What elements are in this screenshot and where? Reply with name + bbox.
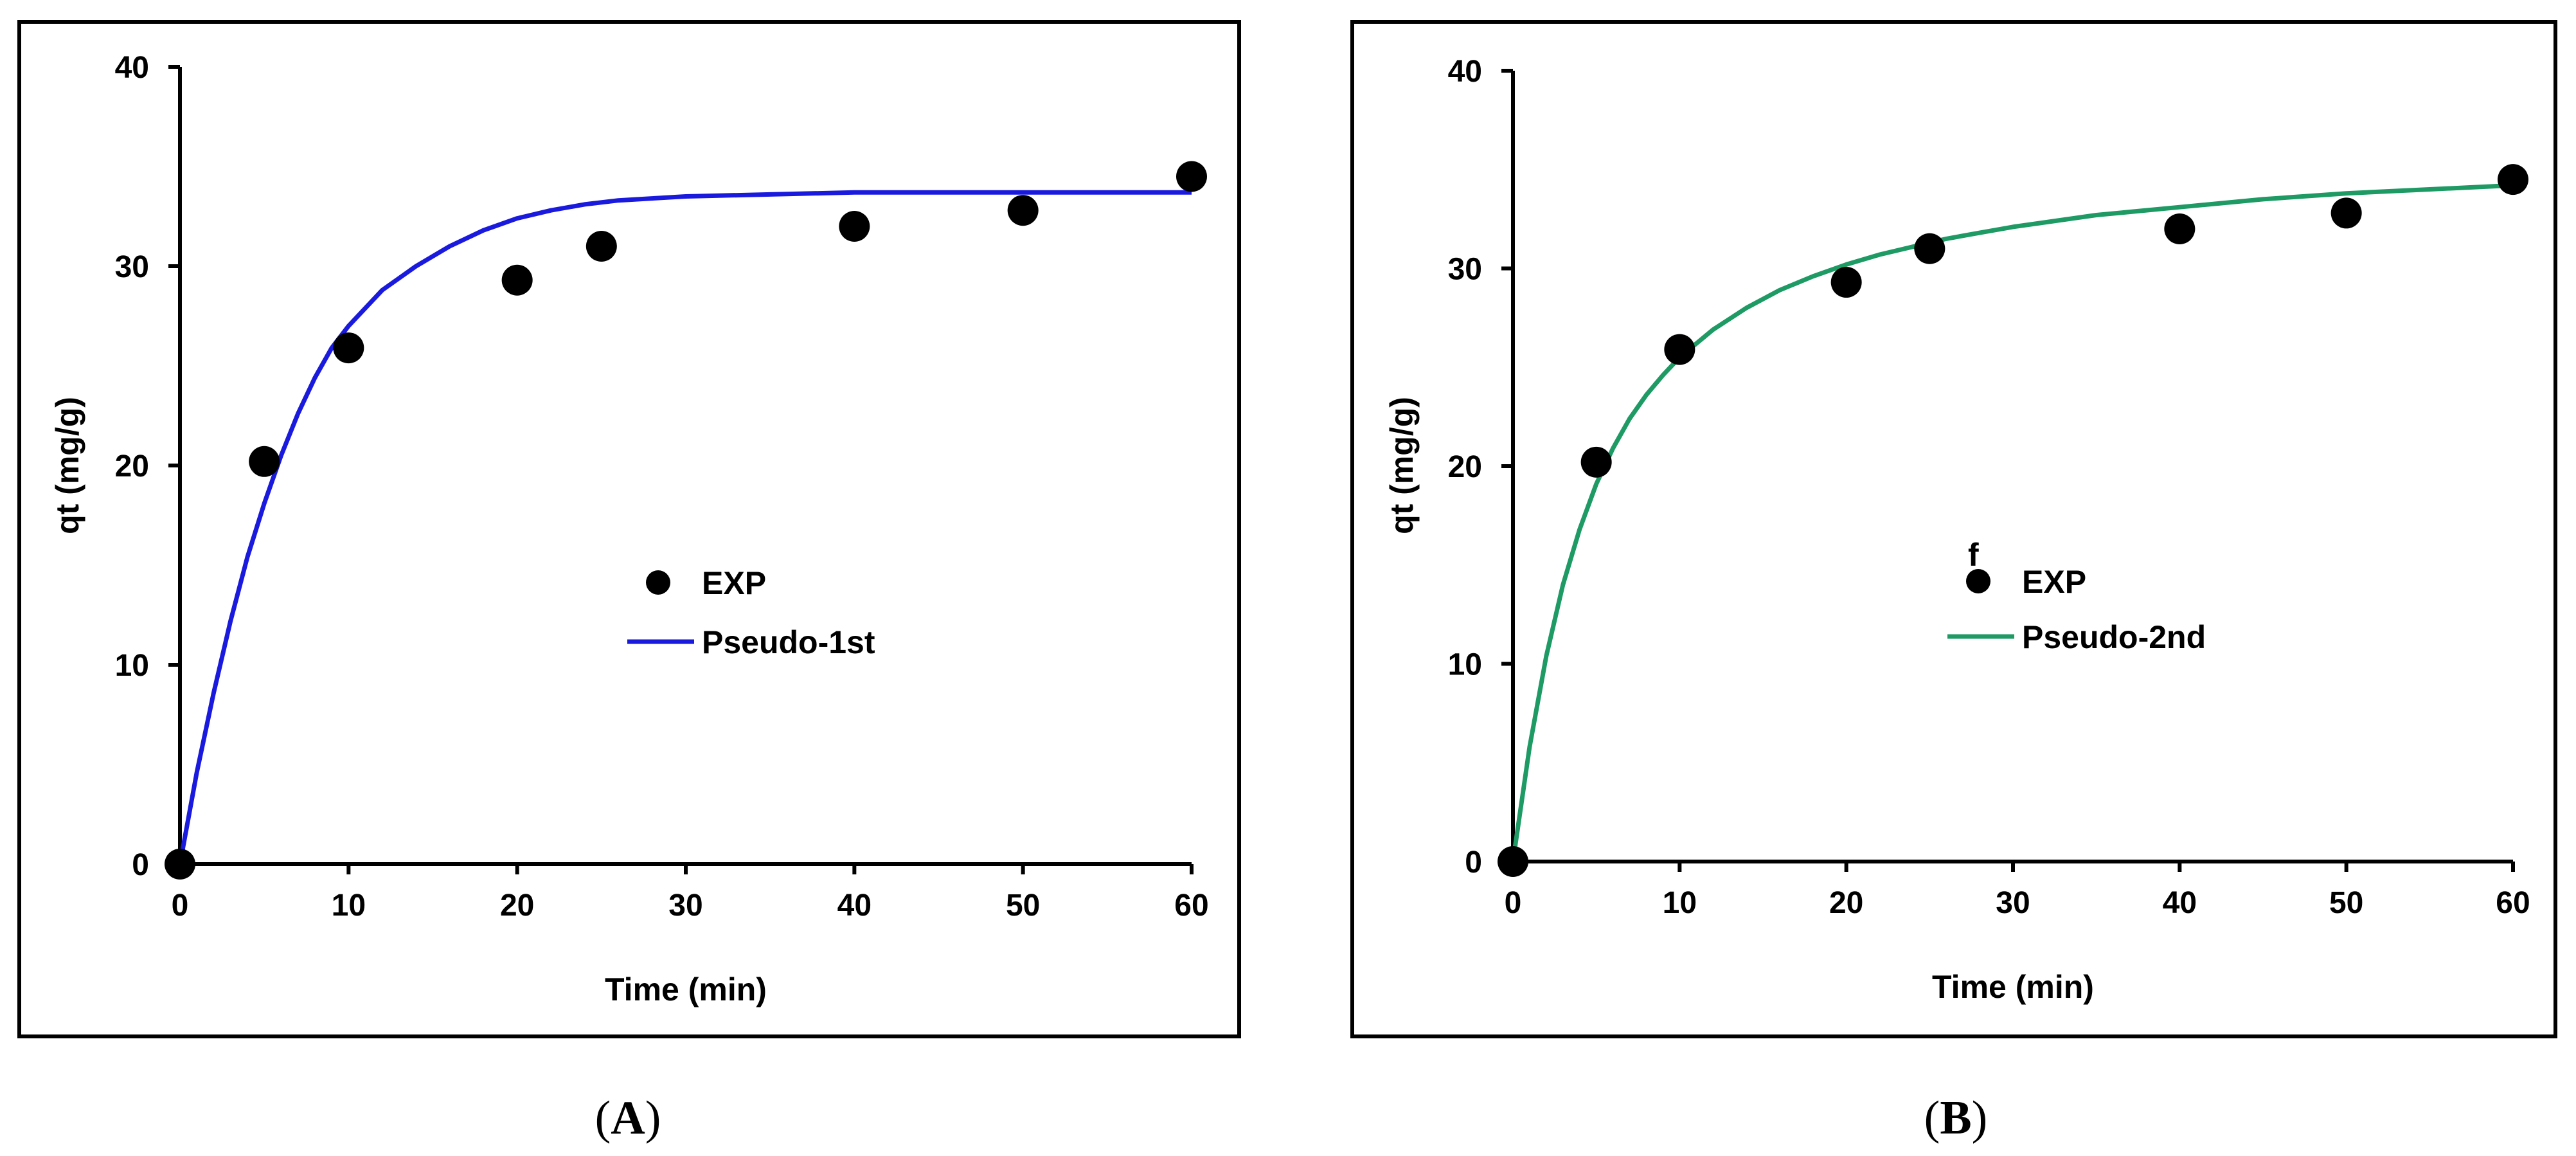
y-tick-label: 0 — [132, 848, 149, 882]
x-tick-label: 60 — [1174, 889, 1208, 923]
y-tick-label: 10 — [1448, 648, 1482, 682]
y-tick-label: 20 — [115, 449, 149, 483]
x-tick-label: 50 — [2329, 886, 2363, 920]
panel-a-legend-exp-marker — [646, 570, 670, 595]
y-tick-label: 10 — [115, 649, 149, 683]
exp-point — [1176, 161, 1207, 192]
exp-point — [2164, 213, 2196, 244]
x-tick-label: 50 — [1006, 889, 1040, 923]
y-tick-label: 40 — [1448, 55, 1482, 89]
y-tick-label: 30 — [115, 250, 149, 284]
panel-a-caption: (A) — [595, 1092, 661, 1144]
panel-a-y-ticks: 0 10 20 30 40 — [115, 51, 180, 882]
panel-b-pseudo-2nd-curve — [1510, 183, 2514, 862]
x-tick-label: 30 — [1996, 886, 2030, 920]
exp-point — [249, 446, 280, 477]
exp-point — [2498, 164, 2528, 195]
panel-b-legend-exp-label: EXP — [2022, 564, 2086, 600]
x-tick-label: 20 — [1829, 886, 1863, 920]
exp-point — [1664, 334, 1695, 365]
panel-b: 0 10 20 30 40 50 60 0 10 20 30 40 Time (min) qt (m… — [1350, 20, 2557, 1144]
panel-a-legend-exp-label: EXP — [702, 565, 766, 601]
panel-b-frame — [1350, 20, 2557, 1038]
x-tick-label: 20 — [500, 889, 534, 923]
x-tick-label: 40 — [837, 889, 872, 923]
x-tick-label: 60 — [2496, 886, 2530, 920]
panel-a-plot: 0 10 20 30 40 50 60 0 10 20 30 40 — [115, 51, 1209, 923]
panel-b-plot: 0 10 20 30 40 50 60 0 10 20 30 40 — [1448, 55, 2530, 920]
panel-b-legend-exp-marker — [1966, 569, 1990, 593]
exp-point — [1914, 233, 1945, 264]
y-tick-label: 40 — [115, 51, 149, 85]
exp-point — [1830, 267, 1862, 298]
panel-a-legend: EXP Pseudo-1st — [627, 565, 875, 660]
x-tick-label: 30 — [668, 889, 702, 923]
panel-a-x-axis-label: Time (min) — [605, 971, 767, 1007]
panel-b-y-axis-label: qt (mg/g) — [1384, 397, 1420, 534]
panel-b-legend-stray-mark: f — [1968, 537, 1979, 573]
panel-b-exp-points — [1498, 164, 2528, 877]
exp-point — [1007, 195, 1039, 226]
exp-point — [1498, 846, 1528, 877]
panel-b-caption-letter: B — [1940, 1092, 1971, 1144]
x-tick-label: 0 — [1505, 886, 1522, 920]
y-tick-label: 20 — [1448, 450, 1482, 484]
panel-a-frame — [17, 20, 1241, 1038]
y-tick-label: 0 — [1465, 845, 1482, 880]
exp-point — [1580, 446, 1612, 478]
panel-a-pseudo-1st-curve — [177, 190, 1192, 865]
x-tick-label: 10 — [1663, 886, 1697, 920]
x-tick-label: 0 — [172, 889, 189, 923]
panel-a-x-ticks: 0 10 20 30 40 50 60 — [172, 864, 1209, 923]
y-tick-label: 30 — [1448, 253, 1482, 287]
panel-a-exp-points — [165, 161, 1207, 880]
panel-a-legend-pseudo-1st-label: Pseudo-1st — [702, 624, 875, 660]
exp-point — [333, 332, 364, 364]
panel-b-x-ticks: 0 10 20 30 40 50 60 — [1505, 862, 2530, 920]
panel-b-x-axis-label: Time (min) — [1932, 969, 2094, 1005]
x-tick-label: 10 — [332, 889, 366, 923]
panel-b-legend-pseudo-2nd-label: Pseudo-2nd — [2022, 619, 2206, 655]
panel-a-y-axis-label: qt (mg/g) — [49, 397, 85, 534]
panel-b-caption: (B) — [1924, 1092, 1988, 1144]
panel-b-legend: f EXP Pseudo-2nd — [1947, 537, 2206, 655]
panel-a: 0 10 20 30 40 50 60 0 10 20 30 40 Time (min) qt (m… — [17, 20, 1241, 1144]
exp-point — [165, 849, 195, 880]
panel-b-y-ticks: 0 10 20 30 40 — [1448, 55, 1513, 880]
exp-point — [586, 231, 617, 262]
exp-point — [839, 211, 870, 242]
exp-point — [2330, 197, 2362, 229]
panel-a-caption-letter: A — [611, 1092, 645, 1144]
exp-point — [501, 264, 533, 296]
x-tick-label: 40 — [2163, 886, 2197, 920]
